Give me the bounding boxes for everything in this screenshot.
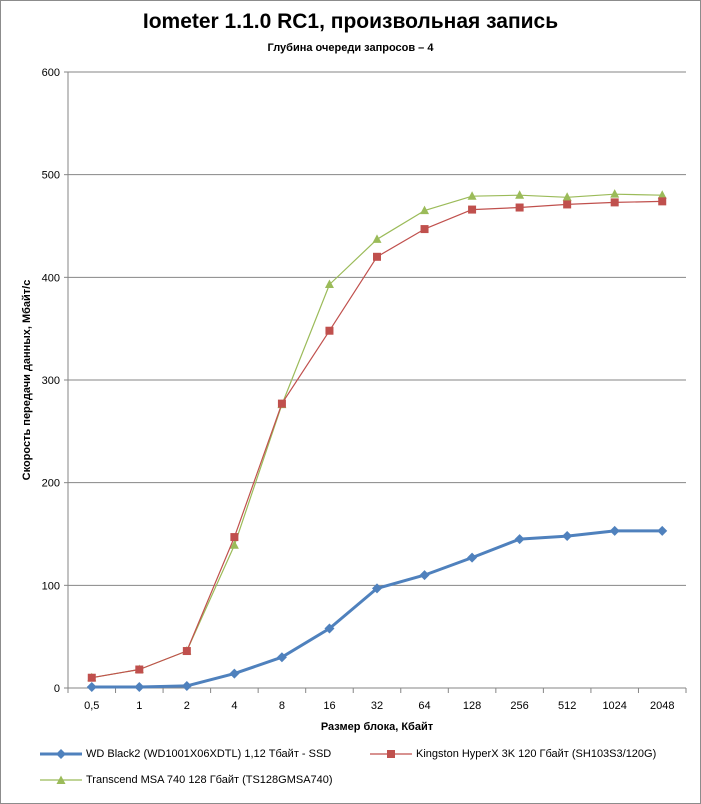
series-1-point-11 (609, 525, 620, 536)
y-tick-label-0: 0 (54, 683, 60, 695)
x-tick-label-7: 64 (418, 700, 430, 712)
legend-entry-series-3: Transcend MSA 740 128 Гбайт (TS128GMSA74… (40, 774, 333, 786)
legend-label-series-2: Kingston HyperX 3K 120 Гбайт (SH103S3/12… (416, 748, 657, 760)
series-2-point-0 (87, 673, 96, 682)
series-1-point-12 (657, 525, 668, 536)
legend-swatch-series-3 (40, 775, 82, 784)
series-1-point-7 (419, 570, 430, 581)
series-2-point-11 (610, 198, 619, 207)
y-axis-title: Скорость передачи данных, Мбайт/с (21, 280, 33, 481)
legend-entry-series-1: WD Black2 (WD1001X06XDTL) 1,12 Тбайт - S… (40, 748, 331, 760)
y-tick-label-5: 500 (42, 170, 60, 182)
series-2-point-10 (563, 200, 572, 209)
legend-swatch-series-2 (370, 750, 412, 758)
series-3-point-8 (467, 191, 477, 200)
x-tick-label-8: 128 (463, 700, 481, 712)
series-1-line (91, 529, 663, 689)
series-2-point-8 (468, 205, 477, 214)
legend-label-series-1: WD Black2 (WD1001X06XDTL) 1,12 Тбайт - S… (86, 748, 332, 760)
x-tick-label-12: 2048 (650, 700, 674, 712)
x-tick-label-3: 4 (231, 700, 237, 712)
x-tick-label-2: 2 (184, 700, 190, 712)
chart-subtitle: Глубина очереди запросов – 4 (267, 42, 434, 54)
series-2-point-5 (325, 326, 334, 335)
series-2-point-6 (373, 252, 381, 261)
series-1-point-1 (134, 681, 145, 692)
series-2-point-2 (182, 647, 191, 656)
series-1-point-9 (514, 534, 525, 545)
series-2-point-12 (658, 197, 667, 206)
series-3-point-12 (657, 190, 667, 199)
legend-label-series-3: Transcend MSA 740 128 Гбайт (TS128GMSA74… (86, 774, 333, 786)
x-tick-label-1: 1 (136, 700, 142, 712)
series-2-point-7 (420, 225, 429, 234)
y-tick-label-1: 100 (42, 580, 60, 592)
x-tick-label-9: 256 (510, 700, 528, 712)
series-1-point-6 (372, 583, 382, 594)
x-tick-label-5: 16 (323, 700, 335, 712)
x-axis-title: Размер блока, Кбайт (321, 721, 434, 733)
series-3-point-10 (562, 192, 572, 201)
series-1-point-10 (562, 531, 573, 542)
series-2-point-4 (277, 399, 286, 408)
series-2-point-1 (135, 665, 144, 674)
series-2-line (91, 200, 663, 679)
y-tick-label-2: 200 (42, 478, 60, 490)
x-tick-label-11: 1024 (602, 700, 626, 712)
series-3-point-3 (229, 540, 239, 549)
series-3-point-9 (515, 190, 525, 199)
series-1-point-8 (467, 552, 478, 563)
series-1-point-5 (324, 623, 335, 634)
y-tick-label-4: 400 (42, 272, 60, 284)
series-3-point-11 (610, 189, 620, 198)
legend-swatch-series-1 (40, 749, 82, 759)
series-2-point-3 (230, 533, 239, 542)
series-3-line (91, 193, 663, 679)
series-1-point-3 (229, 668, 240, 679)
y-tick-label-3: 300 (42, 375, 60, 387)
series-3-point-6 (372, 234, 382, 243)
y-tick-label-6: 600 (42, 67, 60, 79)
legend-entry-series-2: Kingston HyperX 3K 120 Гбайт (SH103S3/12… (370, 748, 656, 760)
series-3-point-7 (420, 205, 430, 215)
series-1-point-2 (181, 680, 192, 691)
chart-title: Iometer 1.1.0 RC1, произвольная запись (142, 10, 559, 33)
x-tick-label-0: 0,5 (84, 700, 99, 712)
x-tick-label-4: 8 (279, 700, 285, 712)
series-3-point-5 (324, 279, 334, 289)
series-1-point-0 (86, 681, 97, 692)
series-2-point-9 (515, 203, 524, 212)
series-1-point-4 (276, 652, 287, 663)
x-tick-label-10: 512 (558, 700, 576, 712)
x-tick-label-6: 32 (371, 700, 383, 712)
